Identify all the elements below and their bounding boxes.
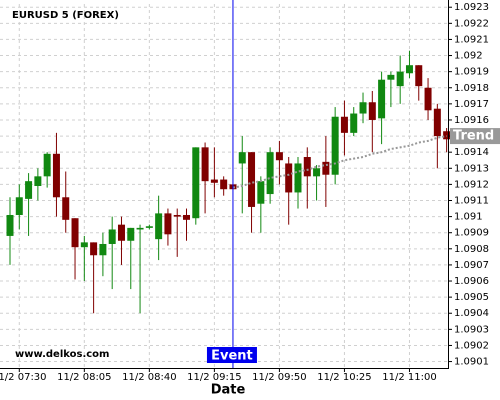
y-tick-label: 1.0907 <box>454 260 489 271</box>
y-tick-label: 1.0902 <box>454 340 489 351</box>
candle-body <box>62 197 70 220</box>
candle-body <box>405 65 413 74</box>
candle-body <box>266 152 274 195</box>
y-tick-label: 1.0916 <box>454 115 489 126</box>
x-tick-label: 11/2 09:50 <box>252 372 306 383</box>
candle-body <box>275 152 283 161</box>
candle-body <box>238 152 246 164</box>
y-tick-label: 1.0903 <box>454 324 489 335</box>
chart-title: EURUSD 5 (FOREX) <box>12 10 119 21</box>
y-tick-label: 1.0918 <box>454 83 489 94</box>
candle-body <box>52 153 60 198</box>
candle-body <box>127 227 135 241</box>
candle-body <box>192 147 200 219</box>
y-tick-label: 1.092 <box>454 51 483 62</box>
candle-body <box>331 116 339 175</box>
candle-body <box>6 214 14 236</box>
watermark: www.delkos.com <box>15 349 109 360</box>
candle-body <box>25 181 33 199</box>
y-tick-label: 1.0913 <box>454 163 489 174</box>
candle-body <box>378 79 386 119</box>
y-tick-label: 1.0909 <box>454 228 489 239</box>
y-tick-label: 1.0919 <box>454 67 489 78</box>
event-label-box <box>206 347 257 363</box>
y-tick-label: 1.0923 <box>454 2 489 13</box>
event-label: Event <box>211 349 253 364</box>
candle-body <box>396 71 404 87</box>
x-tick-label: 11/2 11:00 <box>382 372 436 383</box>
candle-body <box>155 213 163 240</box>
y-tick-label: 1.0912 <box>454 179 489 190</box>
candle-body <box>415 65 423 87</box>
candle-body <box>173 214 181 217</box>
candle-body <box>108 229 116 244</box>
y-tick-label: 1.0906 <box>454 276 489 287</box>
candle-body <box>285 163 293 193</box>
y-tick-label: 1.0904 <box>454 308 489 319</box>
candle-body <box>117 224 125 241</box>
candle-body <box>145 226 153 228</box>
y-tick-label: 1.0908 <box>454 244 489 255</box>
candle-body <box>368 102 376 120</box>
x-tick-label: 11/2 10:25 <box>317 372 371 383</box>
y-tick-label: 1.0917 <box>454 99 489 110</box>
candle-body <box>443 131 451 140</box>
x-axis-label: Date <box>211 383 246 398</box>
candle-body <box>248 152 256 207</box>
candle-body <box>43 153 51 177</box>
candle-body <box>80 242 88 248</box>
y-tick-label: 1.0911 <box>454 195 489 206</box>
y-tick-label: 1.0922 <box>454 18 489 29</box>
candle-body <box>387 74 395 80</box>
plot-area <box>0 4 451 368</box>
x-tick-label: 11/2 08:05 <box>57 372 111 383</box>
candle-body <box>340 116 348 133</box>
candle-body <box>303 157 311 177</box>
y-tick-label: 1.0905 <box>454 292 489 303</box>
y-tick-label: 1.0901 <box>454 357 489 368</box>
x-tick-label: 11/2 08:40 <box>122 372 176 383</box>
candle-body <box>294 163 302 193</box>
candle-body <box>433 108 441 137</box>
candle-body <box>257 181 265 204</box>
trend-label-box <box>450 128 500 145</box>
y-tick-label: 1.0921 <box>454 34 489 45</box>
x-tick-label: 11/2 09:15 <box>187 372 241 383</box>
candle-body <box>313 168 321 177</box>
candle-body <box>220 179 228 190</box>
candle-body <box>164 213 172 235</box>
candle-body <box>210 179 218 183</box>
candle-body <box>90 242 98 256</box>
candle-body <box>71 218 79 248</box>
candle-body <box>34 176 42 186</box>
candle-body <box>350 113 358 133</box>
y-tick-label: 1.091 <box>454 212 483 223</box>
x-tick-label: 11/2 07:30 <box>0 372 47 383</box>
candle-body <box>99 243 107 256</box>
trend-line <box>232 135 447 189</box>
candle-body <box>322 161 330 175</box>
candle-body <box>15 197 23 215</box>
y-tick-label: 1.0914 <box>454 147 489 158</box>
candle-body <box>183 214 191 220</box>
candle-body <box>201 147 209 182</box>
candle-body <box>136 227 144 230</box>
trend-label: Trend <box>453 129 494 144</box>
candle-body <box>359 102 367 114</box>
candle-body <box>424 87 432 111</box>
